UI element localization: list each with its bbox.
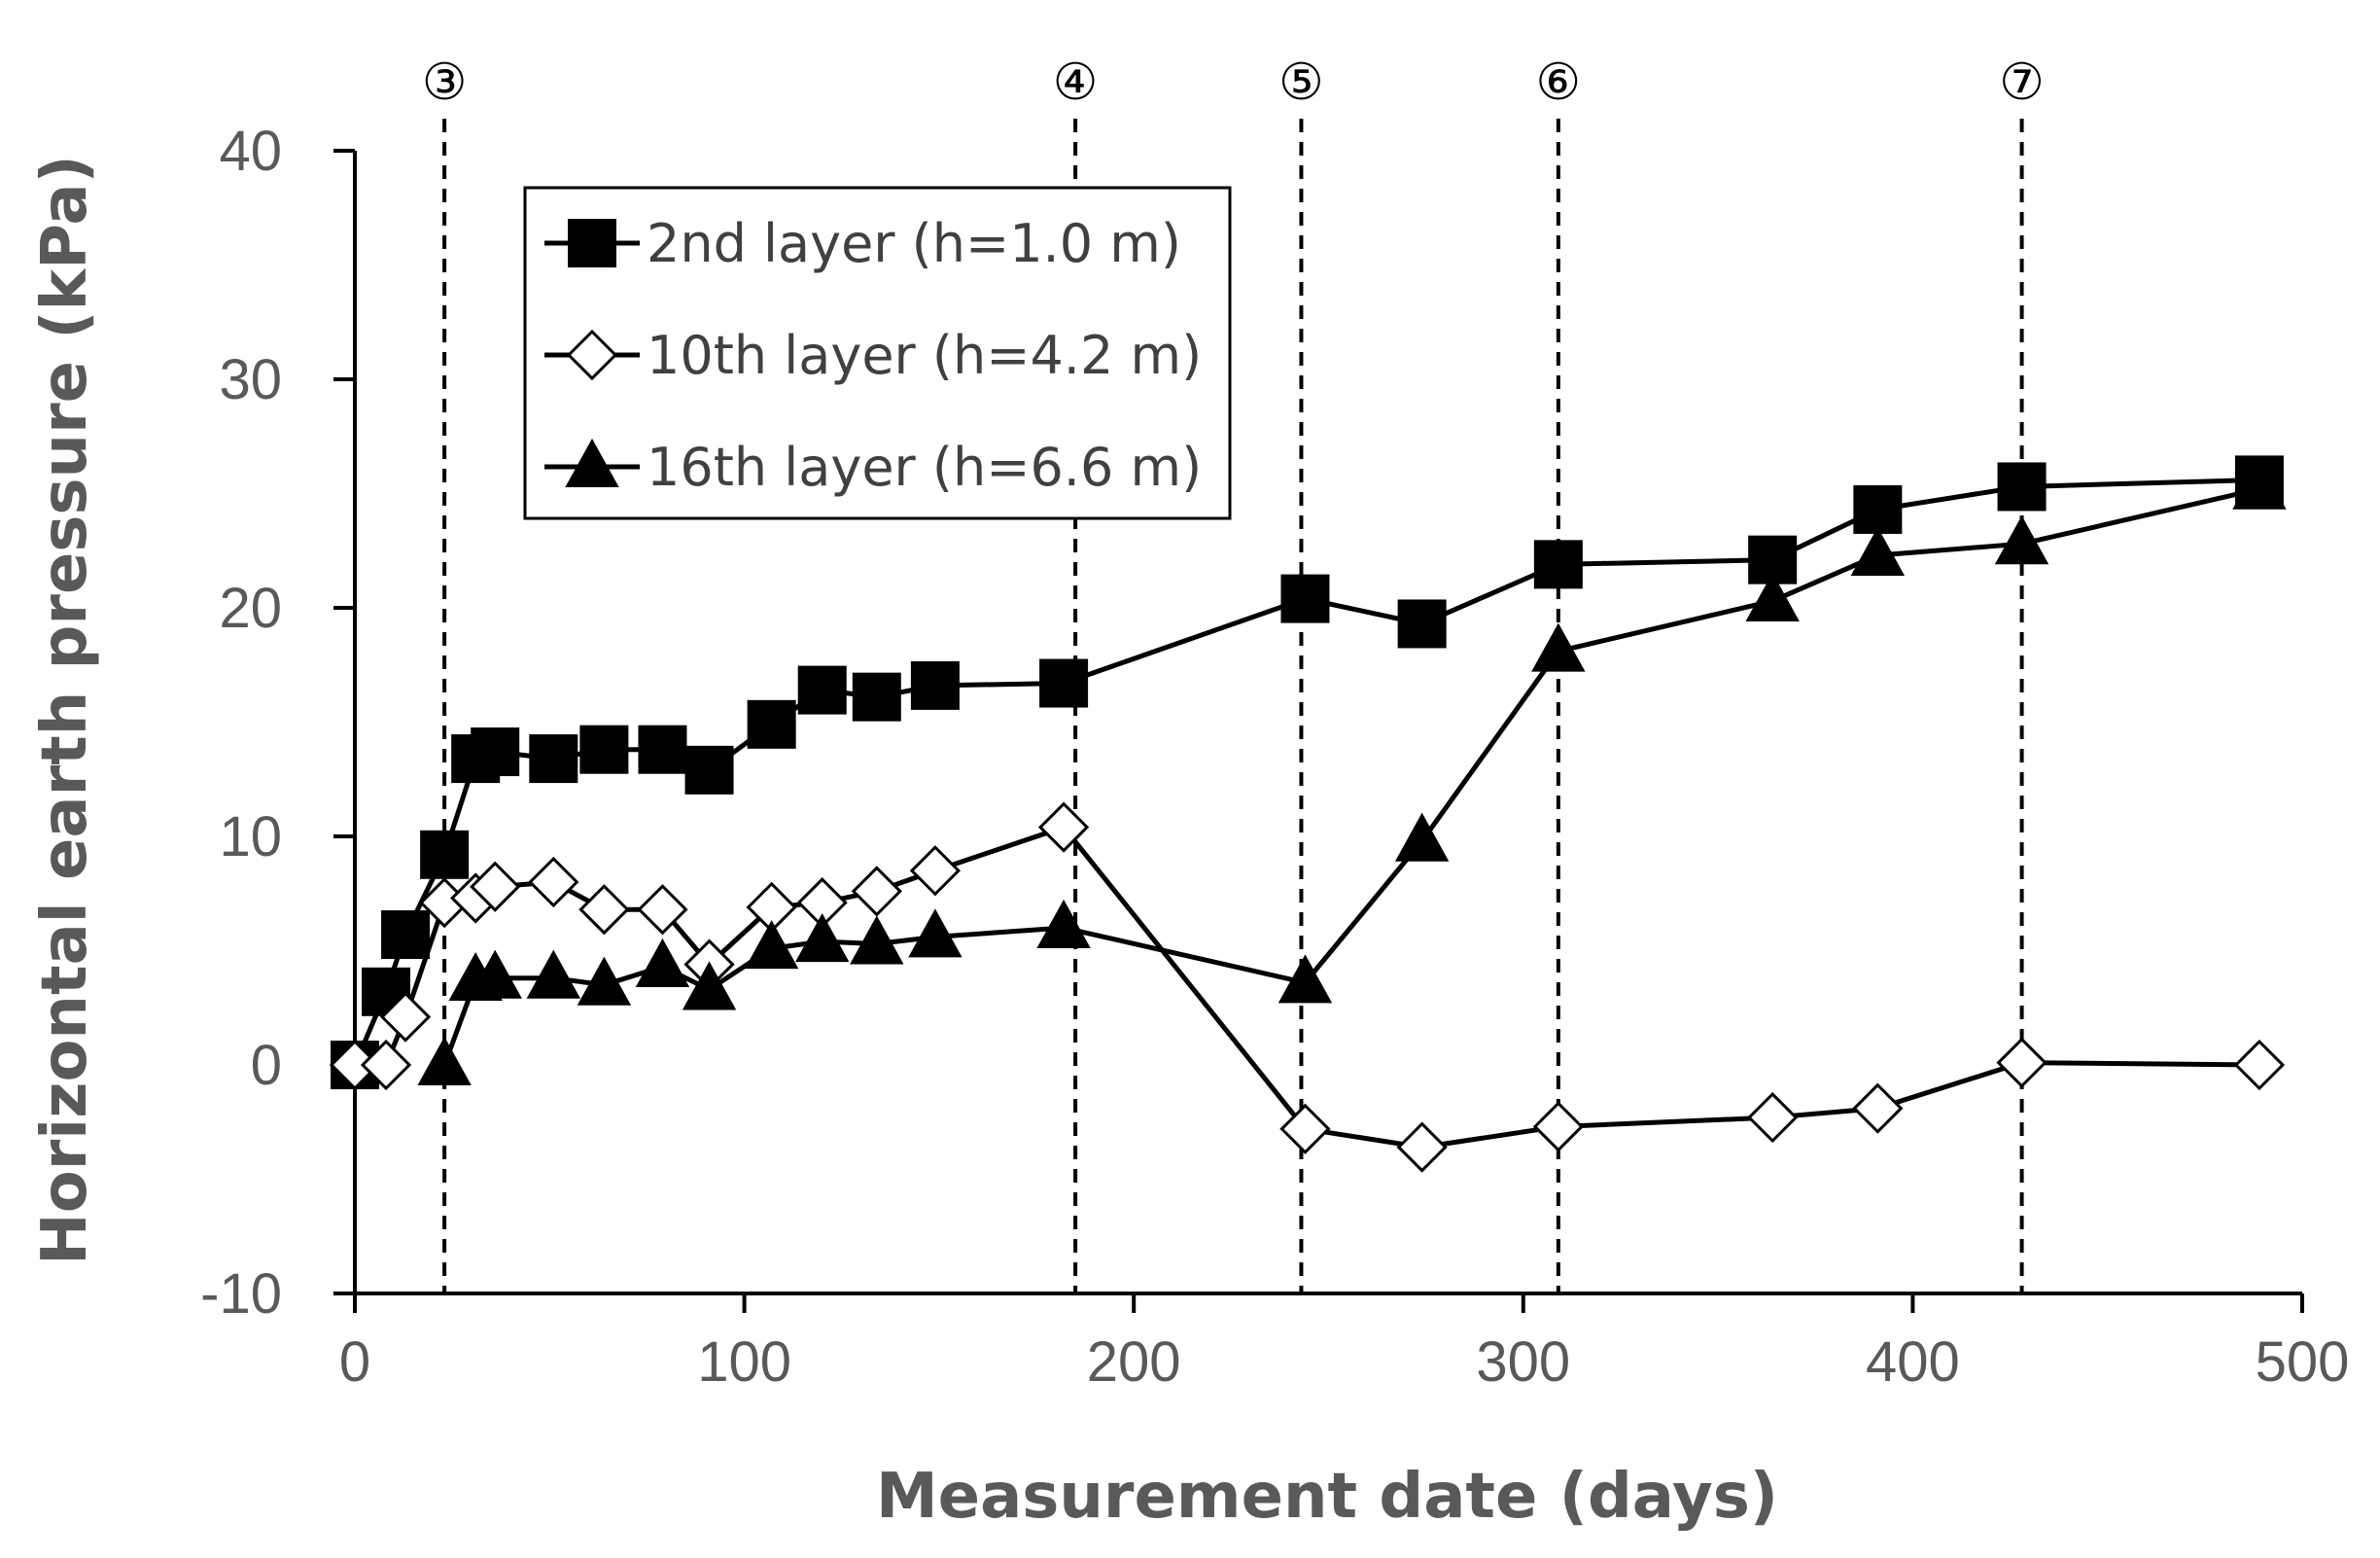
data-point-10th-layer <box>1852 1082 1904 1134</box>
data-point-2nd-layer <box>1997 462 2047 512</box>
data-point-16th-layer <box>635 938 690 987</box>
data-point-16th-layer <box>1394 812 1450 862</box>
data-point-2nd-layer <box>1397 599 1447 649</box>
data-point-10th-layer <box>1532 1101 1584 1152</box>
data-point-2nd-layer <box>420 830 470 879</box>
legend-frame <box>523 186 1232 520</box>
data-point-10th-layer <box>1396 1121 1448 1173</box>
stage-marker-label-5: ⑤ <box>1278 53 1324 112</box>
data-point-10th-layer <box>1996 1037 2048 1088</box>
legend-label-16th-layer: 16th layer (h=6.6 m) <box>647 437 1202 498</box>
y-tick-label: 0 <box>251 1034 282 1097</box>
data-point-16th-layer <box>526 949 581 999</box>
data-point-2nd-layer <box>1853 484 1903 534</box>
data-point-16th-layer <box>795 913 850 963</box>
data-point-2nd-layer <box>381 910 431 960</box>
data-point-2nd-layer <box>1280 574 1330 623</box>
data-point-16th-layer <box>1278 954 1333 1004</box>
data-point-10th-layer <box>851 866 902 917</box>
data-point-16th-layer <box>744 920 799 970</box>
data-point-10th-layer <box>1037 801 1090 853</box>
data-point-16th-layer <box>2232 460 2287 510</box>
data-point-10th-layer <box>637 884 688 936</box>
data-point-2nd-layer <box>684 745 734 795</box>
data-point-2nd-layer <box>910 660 960 710</box>
data-point-16th-layer <box>468 949 522 999</box>
y-tick-label: 10 <box>219 805 282 868</box>
data-point-10th-layer <box>909 845 962 897</box>
data-point-2nd-layer <box>797 665 847 715</box>
y-axis-title: Horizontal earth pressure (kPa) <box>29 155 101 1265</box>
data-point-10th-layer <box>379 991 432 1043</box>
x-tick-label: 500 <box>2256 1330 2350 1394</box>
data-point-10th-layer <box>470 861 521 912</box>
data-point-16th-layer <box>577 956 632 1006</box>
data-point-16th-layer <box>1531 622 1586 672</box>
y-tick-label: 30 <box>219 348 282 411</box>
data-point-10th-layer <box>360 1039 412 1091</box>
x-tick-label: 0 <box>339 1330 370 1394</box>
x-axis-title: Measurement date (days) <box>876 1461 1778 1533</box>
data-point-2nd-layer <box>852 672 901 722</box>
data-point-10th-layer <box>528 856 579 908</box>
data-point-2nd-layer <box>747 699 796 749</box>
data-point-16th-layer <box>1745 572 1800 621</box>
legend-marker-16th-layer <box>565 438 619 487</box>
data-point-2nd-layer <box>1039 658 1089 708</box>
data-point-16th-layer <box>417 1036 472 1085</box>
legend-marker-10th-layer <box>566 329 618 381</box>
x-tick-label: 400 <box>1866 1330 1960 1394</box>
data-point-16th-layer <box>1036 899 1091 948</box>
legend: 2nd layer (h=1.0 m) 10th layer (h=4.2 m) 1… <box>523 186 1232 520</box>
legend-label-2nd-layer: 2nd layer (h=1.0 m) <box>647 213 1181 274</box>
data-point-2nd-layer <box>471 727 520 777</box>
data-point-16th-layer <box>850 915 904 965</box>
stage-marker-label-6: ⑥ <box>1536 53 1582 112</box>
y-tick-label: -10 <box>200 1262 282 1326</box>
data-point-16th-layer <box>682 961 737 1010</box>
stage-marker-label-3: ③ <box>422 53 468 112</box>
data-point-16th-layer <box>908 908 962 958</box>
x-tick-label: 200 <box>1087 1330 1181 1394</box>
data-point-10th-layer <box>578 884 630 936</box>
stage-marker-label-7: ⑦ <box>1999 53 2045 112</box>
y-tick-label: 20 <box>219 577 282 640</box>
legend-marker-2nd-layer <box>568 219 616 267</box>
data-point-10th-layer <box>2233 1039 2286 1091</box>
data-point-16th-layer <box>1850 526 1906 576</box>
series-line-2nd-layer <box>352 477 2260 1066</box>
data-point-16th-layer <box>1994 515 2049 565</box>
y-tick-label: 40 <box>219 120 282 183</box>
data-point-2nd-layer <box>1533 540 1583 589</box>
x-tick-label: 300 <box>1476 1330 1570 1394</box>
data-point-2nd-layer <box>529 734 578 784</box>
data-point-2nd-layer <box>579 725 629 774</box>
data-point-10th-layer <box>1747 1091 1799 1144</box>
data-point-2nd-layer <box>638 725 687 774</box>
data-point-10th-layer <box>1279 1103 1331 1154</box>
legend-label-10th-layer: 10th layer (h=4.2 m) <box>647 325 1202 386</box>
x-tick-label: 100 <box>697 1330 791 1394</box>
series-group <box>329 455 2287 1173</box>
stage-marker-label-4: ④ <box>1053 53 1099 112</box>
